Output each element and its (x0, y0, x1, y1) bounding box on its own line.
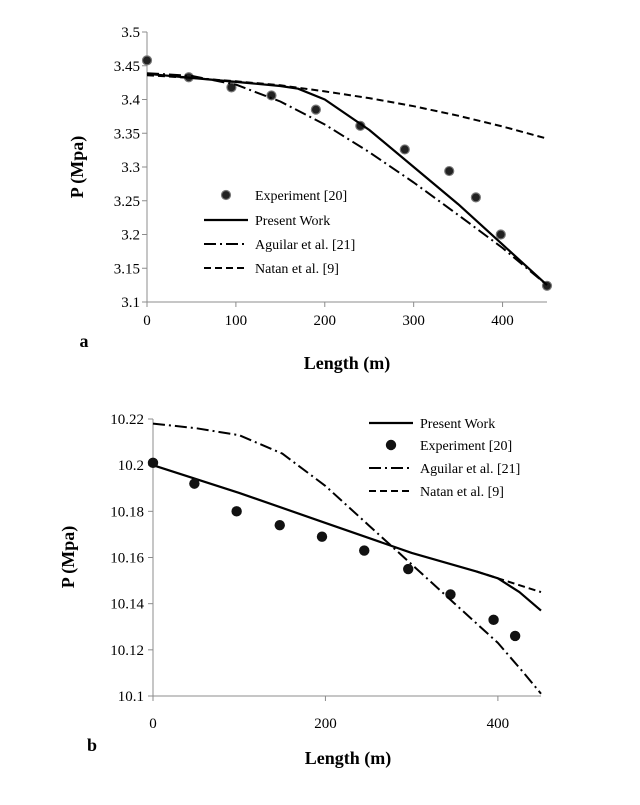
y-tick-label-a: 3.1 (121, 295, 140, 311)
y-tick-label-a: 3.5 (121, 25, 140, 41)
y-tick-label-b: 10.1 (118, 689, 144, 705)
data-point-b (403, 563, 414, 575)
x-tick-label-b: 0 (149, 716, 157, 732)
data-point-b (147, 457, 159, 469)
data-point-b (316, 531, 328, 542)
series-line-dashed-a (146, 74, 548, 140)
data-point-b (509, 630, 521, 642)
legend-label-b: Experiment [20] (420, 439, 512, 454)
series-line-dash-dot-a (146, 72, 548, 286)
y-axis-title-a: P (Mpa) (67, 136, 88, 199)
panel-label-a: a (80, 331, 89, 351)
legend-marker-a (220, 189, 232, 201)
data-point-b (488, 614, 499, 626)
data-point-a (141, 55, 153, 66)
y-tick-label-a: 3.45 (114, 59, 140, 75)
legend-label-b: Present Work (420, 417, 495, 432)
x-axis-title-b: Length (m) (305, 748, 392, 769)
y-tick-label-b: 10.16 (110, 551, 144, 567)
y-tick-label-a: 3.15 (114, 261, 140, 277)
data-point-a (310, 104, 321, 115)
y-tick-label-b: 10.12 (110, 643, 144, 659)
y-tick-label-a: 3.35 (114, 126, 140, 142)
series-line-dash-dot-b (152, 422, 542, 695)
panel-label-b: b (87, 735, 97, 755)
y-tick-label-a: 3.3 (121, 160, 140, 176)
y-tick-label-b: 10.14 (110, 597, 144, 613)
legend-label-a: Present Work (255, 214, 330, 229)
series-line-solid-b (152, 464, 542, 612)
y-tick-label-a: 3.2 (121, 228, 140, 244)
y-axis-title-b: P (Mpa) (58, 526, 79, 589)
data-point-a (399, 144, 410, 155)
x-tick-label-a: 100 (225, 313, 248, 329)
chart-panel-b: 10.1 10.12 10.14 10.16 10.18 10.2 10.22 0 200 400… (58, 412, 542, 769)
legend-label-b: Natan et al. [9] (420, 485, 504, 500)
chart-panel-a: 3.1 3.15 3.2 3.25 3.3 3.35 3.4 3.45 3.5 0 100 200 30… (67, 25, 553, 374)
x-tick-label-b: 200 (314, 716, 337, 732)
data-point-a (226, 82, 237, 93)
x-tick-label-a: 200 (314, 313, 337, 329)
y-tick-label-a: 3.4 (121, 93, 140, 109)
legend-label-a: Natan et al. [9] (255, 262, 339, 277)
data-point-a (444, 165, 455, 177)
series-line-solid-a (146, 72, 548, 286)
x-axis-title-a: Length (m) (304, 353, 391, 374)
plot-area-b: 10.1 10.12 10.14 10.16 10.18 10.2 10.22 0 200 400… (110, 412, 542, 732)
y-tick-label-b: 10.2 (118, 458, 144, 474)
data-point-b (231, 506, 242, 517)
y-tick-label-b: 10.22 (110, 412, 144, 428)
series-line-dashed-b (475, 570, 542, 594)
legend-label-b: Aguilar et al. [21] (420, 462, 520, 477)
data-point-a (266, 90, 277, 101)
x-tick-label-b: 400 (487, 716, 510, 732)
x-tick-label-a: 0 (143, 313, 151, 329)
data-point-b (189, 478, 200, 489)
data-point-b (274, 519, 285, 531)
plot-area-a: 3.1 3.15 3.2 3.25 3.3 3.35 3.4 3.45 3.5 0 100 200 30… (114, 25, 553, 329)
x-tick-label-a: 300 (402, 313, 425, 329)
legend-label-a: Aguilar et al. [21] (255, 238, 355, 253)
y-tick-label-b: 10.18 (110, 504, 144, 520)
data-point-b (359, 545, 370, 556)
data-point-a (470, 192, 481, 203)
y-tick-label-a: 3.25 (114, 194, 140, 210)
data-point-b (445, 589, 456, 600)
x-tick-label-a: 400 (491, 313, 514, 329)
data-point-a (495, 229, 506, 240)
legend-label-a: Experiment [20] (255, 189, 347, 204)
legend-marker-b (385, 439, 397, 451)
